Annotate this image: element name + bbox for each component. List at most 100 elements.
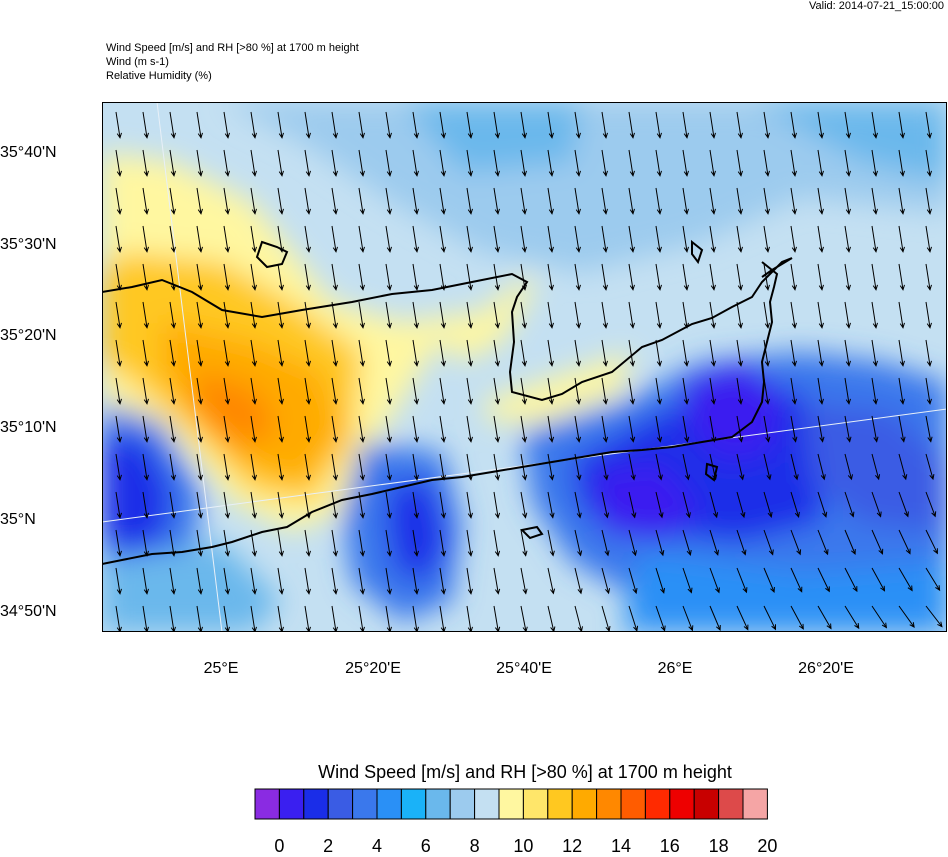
wind-arrow [709, 339, 716, 367]
wind-arrow [925, 605, 943, 628]
colorbar-swatch [742, 788, 768, 820]
wind-arrow [682, 453, 691, 481]
wind-arrow [385, 567, 392, 595]
wind-arrow [115, 529, 122, 557]
wind-arrow [466, 263, 473, 291]
graticule-25e [156, 102, 223, 632]
wind-arrow [358, 491, 365, 519]
wind-arrow [844, 605, 860, 630]
wind-arrow [196, 377, 203, 405]
wind-arrow [844, 187, 851, 215]
wind-arrow [196, 491, 203, 519]
wind-arrow [466, 225, 473, 253]
wind-arrow [304, 225, 311, 253]
wind-arrow [601, 339, 608, 367]
wind-arrow [574, 529, 583, 557]
wind-arrow [925, 149, 932, 177]
wind-arrow [385, 263, 392, 291]
wind-arrow [304, 377, 311, 405]
wind-arrow [844, 301, 851, 329]
wind-arrow [655, 187, 662, 215]
wind-arrow [844, 339, 851, 367]
wind-arrow [439, 225, 446, 253]
rh-units-label: Relative Humidity (%) [106, 70, 212, 82]
wind-arrow [871, 187, 878, 215]
wind-arrow [196, 225, 203, 253]
wind-arrow [628, 111, 635, 139]
wind-arrow [574, 263, 581, 291]
wind-arrow [601, 529, 610, 557]
wind-arrow [304, 111, 311, 139]
wind-arrow [682, 149, 689, 177]
wind-arrow [736, 415, 744, 443]
wind-arrow [736, 263, 743, 291]
wind-arrow [439, 187, 446, 215]
wind-arrow [142, 263, 149, 291]
wind-arrow [601, 491, 610, 519]
wind-arrow [844, 377, 851, 405]
wind-arrow [331, 415, 338, 443]
wind-arrow [898, 567, 913, 592]
wind-arrow [385, 415, 392, 443]
wind-arrow [466, 415, 473, 443]
colorbar-tick-label: 2 [323, 836, 334, 856]
lat-label-4: 35°N [0, 511, 36, 528]
wind-arrow [439, 111, 446, 139]
wind-arrow [925, 225, 932, 253]
wind-arrow [250, 149, 257, 177]
wind-arrow [331, 339, 338, 367]
wind-arrow [223, 377, 230, 405]
wind-arrow [898, 225, 905, 253]
wind-arrow [115, 111, 122, 139]
wind-arrow [385, 453, 392, 481]
wind-arrow [520, 567, 528, 595]
colorbar-swatch [327, 788, 354, 820]
wind-arrow [709, 225, 716, 253]
wind-arrow [655, 339, 662, 367]
wind-arrow [574, 415, 582, 443]
wind-arrow [412, 111, 419, 139]
wind-arrow [601, 187, 608, 215]
wind-arrow [331, 491, 338, 519]
wind-arrow [655, 225, 662, 253]
wind-arrow [250, 491, 257, 519]
wind-arrow [169, 187, 176, 215]
wind-arrow [115, 263, 122, 291]
wind-arrow [250, 225, 257, 253]
wind-arrow [358, 111, 365, 139]
lat-label-1: 35°30'N [0, 236, 57, 253]
wind-arrow [412, 567, 419, 595]
wind-arrow [790, 111, 797, 139]
wind-arrow [331, 149, 338, 177]
lat-label-0: 35°40'N [0, 144, 57, 161]
wind-arrow [358, 187, 365, 215]
wind-arrow [304, 415, 311, 443]
wind-arrow [520, 187, 527, 215]
wind-arrow [412, 187, 419, 215]
wind-arrow [547, 529, 555, 557]
wind-arrow [871, 301, 878, 329]
wind-arrow [304, 567, 311, 595]
wind-arrow [574, 301, 581, 329]
lon-label-3: 26°E [657, 660, 693, 677]
wind-arrow [871, 605, 888, 629]
wind-arrow [817, 415, 825, 443]
wind-arrow [142, 453, 149, 481]
wind-arrow [277, 377, 284, 405]
wind-arrow [331, 263, 338, 291]
wind-arrow [628, 301, 635, 329]
wind-arrow [844, 415, 852, 443]
wind-arrow [790, 225, 797, 253]
wind-arrow [142, 187, 149, 215]
wind-arrow [466, 567, 473, 595]
wind-arrow [574, 187, 581, 215]
wind-arrow [628, 605, 639, 632]
wind-arrow [763, 339, 770, 367]
wind-arrow [709, 149, 716, 177]
lat-label-2: 35°20'N [0, 327, 57, 344]
wind-arrow [331, 225, 338, 253]
wind-arrow [574, 491, 582, 519]
wind-arrow [628, 567, 638, 595]
colorbar-swatch [522, 788, 549, 820]
wind-arrow [304, 301, 311, 329]
